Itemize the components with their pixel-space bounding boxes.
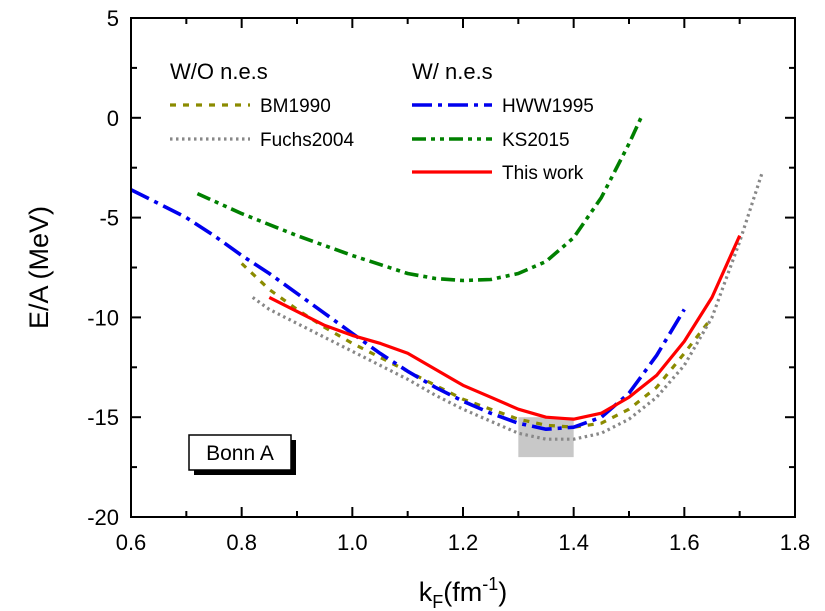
x-tick-label: 1.4 bbox=[558, 530, 589, 555]
legend-label-hww1995: HWW1995 bbox=[502, 96, 594, 117]
legend: W/O n.e.s W/ n.e.s BM1990 Fuchs2004 HWW1995 K… bbox=[170, 59, 594, 184]
y-tick-label: 0 bbox=[107, 106, 119, 131]
x-axis-title-main: k bbox=[419, 577, 433, 607]
legend-label-fuchs2004: Fuchs2004 bbox=[260, 130, 354, 151]
y-tick-label: -5 bbox=[99, 206, 119, 231]
shaded-region bbox=[518, 417, 574, 458]
legend-label-ks2015: KS2015 bbox=[502, 130, 570, 151]
y-tick-label: -15 bbox=[87, 405, 119, 430]
x-axis-title-close: ) bbox=[498, 577, 507, 607]
x-axis-title: kF(fm-1) bbox=[419, 574, 508, 611]
series-line-this-work bbox=[268, 234, 742, 421]
y-axis-title: E/A (MeV) bbox=[24, 206, 54, 329]
x-tick-label: 0.6 bbox=[116, 530, 147, 555]
plot-area bbox=[131, 113, 764, 458]
x-tick-label: 1.0 bbox=[337, 530, 368, 555]
legend-label-this-work: This work bbox=[502, 163, 584, 184]
x-tick-label: 1.6 bbox=[669, 530, 700, 555]
legend-group-heading: W/O n.e.s bbox=[170, 59, 268, 84]
annotation-box bbox=[188, 434, 292, 471]
y-tick-label: -20 bbox=[87, 505, 119, 530]
x-tick-label: 0.8 bbox=[226, 530, 257, 555]
legend-label-bm1990: BM1990 bbox=[260, 96, 331, 117]
series-line-bm1990 bbox=[240, 262, 714, 429]
annotation-text: Bonn A bbox=[206, 442, 274, 465]
series-line-fuchs2004 bbox=[251, 173, 764, 441]
axes: 0.6 0.8 1.0 1.2 1.4 1.6 1.8 -20 -15 -10 -5 0 5 kF(fm-… bbox=[24, 6, 810, 611]
x-axis-title-sup: -1 bbox=[482, 574, 498, 594]
legend-group-heading: W/ n.e.s bbox=[412, 59, 493, 84]
x-tick-label: 1.8 bbox=[780, 530, 811, 555]
annotation: Bonn A bbox=[188, 434, 296, 475]
x-axis-title-sub: F bbox=[432, 592, 443, 611]
y-tick-label: -10 bbox=[87, 305, 119, 330]
series-line-hww1995 bbox=[131, 188, 686, 431]
x-axis-title-unit: (fm bbox=[443, 577, 482, 607]
series-line-ks2015 bbox=[196, 113, 645, 283]
x-tick-label: 1.2 bbox=[448, 530, 479, 555]
y-tick-label: 5 bbox=[107, 6, 119, 31]
